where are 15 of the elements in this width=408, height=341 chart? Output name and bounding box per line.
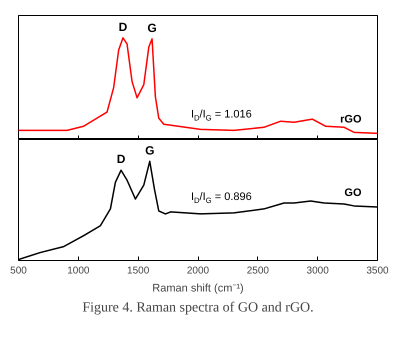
series-label: rGO: [340, 113, 362, 126]
annotation: G: [147, 20, 157, 35]
x-tick-label: 3500: [366, 266, 390, 276]
series-label: GO: [344, 186, 362, 199]
x-tick-label: 500: [10, 266, 28, 276]
x-tick-label: 2000: [186, 266, 210, 276]
annotation: G: [145, 143, 154, 158]
x-tick-label: 1500: [127, 266, 150, 276]
annotation: D: [118, 20, 128, 34]
x-axis-title: Raman shift (cm⁻¹): [152, 282, 244, 294]
x-tick-label: 1000: [67, 266, 90, 276]
annotation: D: [116, 152, 126, 166]
caption: Figure 4. Raman spectra of GO and rGO.: [82, 300, 314, 316]
x-tick-label: 2500: [246, 266, 270, 276]
x-tick-label: 3000: [306, 266, 330, 276]
